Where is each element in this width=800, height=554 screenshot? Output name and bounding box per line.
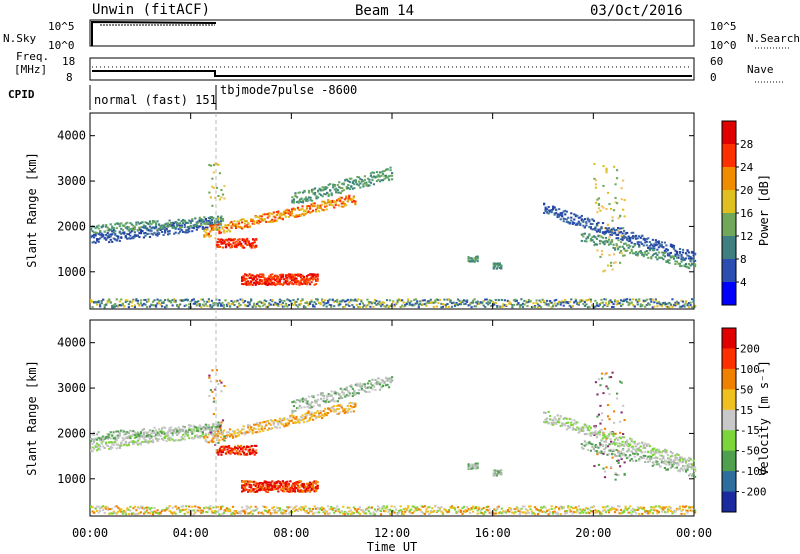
colorbar-tick-label: 16 — [740, 207, 753, 220]
power-panel: Slant Range [km] 1000 2000 3000 4000 4 8 12 16… — [25, 112, 771, 310]
colorbar-segment — [722, 213, 736, 237]
colorbar-segment — [722, 190, 736, 214]
y-tick-label: 1000 — [57, 472, 86, 486]
colorbar-tick-label: 50 — [740, 383, 753, 396]
x-axis: 00:00 04:00 08:00 12:00 16:00 20:00 00:00 — [72, 113, 712, 540]
freq-rtick-bottom: 0 — [710, 71, 717, 84]
colorbar-tick-label: -100 — [740, 465, 767, 478]
power-colorbar: 4 8 12 16 20 24 28 — [721, 120, 754, 306]
nsky-tick-top: 10^5 — [48, 20, 75, 33]
y-tick-label: 1000 — [57, 265, 86, 279]
nsky-panel: N.Sky 10^5 10^0 10^5 10^0 N.Search — [3, 19, 800, 52]
cpid-row: CPID normal (fast) 151 tbjmode7pulse -86… — [8, 83, 357, 110]
x-tick-label: 12:00 — [374, 526, 410, 540]
cpid-segment-2: tbjmode7pulse -8600 — [220, 83, 357, 97]
colorbar-segment — [722, 450, 736, 472]
colorbar-segment — [722, 348, 736, 370]
freq-panel: Freq. [MHz] 18 8 60 0 Nave — [14, 50, 785, 84]
colorbar-segment — [722, 430, 736, 452]
colorbar-tick-label: 8 — [740, 253, 747, 266]
x-tick-label: 16:00 — [475, 526, 511, 540]
x-tick-label: 20:00 — [575, 526, 611, 540]
nsky-rtick-bottom: 10^0 — [710, 39, 737, 52]
freq-tick-top: 18 — [62, 55, 75, 68]
freq-rtick-top: 60 — [710, 55, 723, 68]
y-tick-label: 2000 — [57, 219, 86, 233]
colorbar-segment — [722, 259, 736, 283]
velocity-ylabel: Slant Range [km] — [25, 360, 39, 476]
nsearch-label: N.Search — [747, 32, 800, 45]
x-tick-label: 04:00 — [173, 526, 209, 540]
cpid-segment-1: normal (fast) 151 — [94, 93, 217, 107]
nsky-label: N.Sky — [3, 32, 36, 45]
x-axis-label: Time UT — [367, 540, 418, 554]
colorbar-segment — [722, 491, 736, 513]
colorbar-tick-label: -200 — [740, 486, 767, 499]
colorbar-tick-label: 28 — [740, 138, 753, 151]
freq-unit: [MHz] — [14, 63, 47, 76]
colorbar-segment — [722, 328, 736, 349]
colorbar-segment — [722, 144, 736, 168]
x-tick-label: 00:00 — [72, 526, 108, 540]
nsky-rtick-top: 10^5 — [710, 20, 737, 33]
freq-label: Freq. — [16, 50, 49, 63]
power-cbar-label: Power [dB] — [757, 174, 771, 246]
colorbar-tick-label: 20 — [740, 184, 753, 197]
cpid-label: CPID — [8, 88, 35, 101]
title-center: Beam 14 — [355, 3, 414, 19]
colorbar-tick-label: 100 — [740, 363, 760, 376]
y-tick-label: 2000 — [57, 426, 86, 440]
colorbar-segment — [722, 368, 736, 390]
colorbar-segment — [722, 167, 736, 191]
nsky-tick-bottom: 10^0 — [48, 39, 75, 52]
colorbar-tick-label: -50 — [740, 445, 760, 458]
colorbar-tick-label: 4 — [740, 276, 747, 289]
colorbar-tick-label: 12 — [740, 230, 753, 243]
y-tick-label: 3000 — [57, 381, 86, 395]
colorbar-tick-label: 24 — [740, 161, 754, 174]
y-tick-label: 4000 — [57, 336, 86, 350]
colorbar-tick-label: 200 — [740, 342, 760, 355]
colorbar-segment — [722, 121, 736, 145]
title-left: Unwin (fitACF) — [92, 2, 210, 18]
velocity-colorbar: 200 100 50 15 -15 -50 -100 -200 — [721, 327, 767, 513]
freq-tick-bottom: 8 — [66, 71, 73, 84]
y-tick-label: 3000 — [57, 174, 86, 188]
y-tick-label: 4000 — [57, 129, 86, 143]
colorbar-segment — [722, 236, 736, 260]
power-scatter — [90, 162, 697, 309]
velocity-scatter — [90, 369, 697, 516]
colorbar-segment — [722, 471, 736, 493]
power-ylabel: Slant Range [km] — [25, 152, 39, 268]
nave-label: Nave — [747, 63, 774, 76]
x-tick-label: 00:00 — [676, 526, 712, 540]
title-right: 03/Oct/2016 — [590, 3, 683, 19]
colorbar-tick-label: 15 — [740, 404, 753, 417]
velocity-cbar-label: Velocity [m s⁻¹] — [757, 360, 771, 476]
x-tick-label: 08:00 — [273, 526, 309, 540]
colorbar-segment — [722, 389, 736, 411]
velocity-panel: Slant Range [km] 1000 2000 3000 4000 200 100… — [25, 319, 771, 517]
colorbar-tick-label: -15 — [740, 424, 760, 437]
colorbar-segment — [722, 282, 736, 306]
colorbar-segment — [722, 409, 736, 431]
